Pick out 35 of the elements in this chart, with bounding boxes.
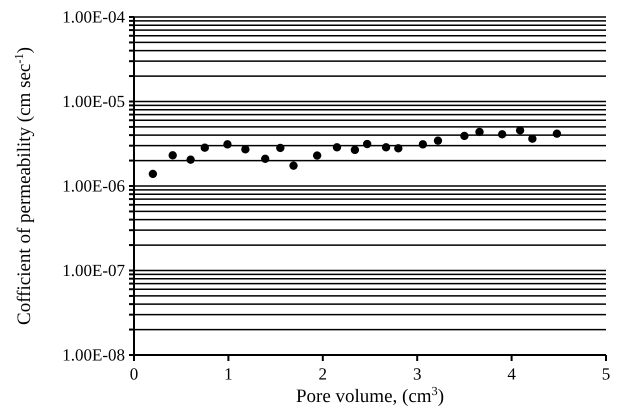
x-tick-label: 1 (224, 364, 233, 384)
point (223, 140, 232, 149)
point (168, 151, 177, 160)
x-tick-label: 4 (507, 364, 516, 384)
point (186, 155, 195, 164)
x-tick-label: 3 (412, 364, 422, 384)
y-tick-label: 1.00E-07 (62, 260, 126, 280)
point (516, 126, 524, 134)
x-tick-label: 2 (318, 364, 328, 384)
y-tick-label: 1.00E-04 (62, 7, 126, 26)
point (382, 143, 390, 152)
point (552, 130, 562, 138)
point (332, 143, 342, 152)
x-tick-label: 0 (130, 364, 138, 384)
point (434, 136, 442, 145)
x-tick-label: 5 (602, 364, 610, 384)
point (200, 144, 209, 152)
y-tick-label: 1.00E-06 (62, 176, 125, 196)
x-axis-title: Pore volume, (cm$^{3}$) (296, 384, 444, 407)
point (475, 128, 484, 136)
y-tick-label: 1.00E-08 (62, 345, 125, 364)
point (362, 140, 372, 148)
point (241, 145, 250, 154)
point (289, 162, 298, 170)
point (276, 144, 285, 152)
point (418, 140, 428, 149)
point (350, 146, 360, 154)
point (312, 151, 322, 160)
y-tick-label: 1.00E-05 (62, 92, 125, 111)
point (261, 154, 270, 163)
point (460, 132, 469, 140)
point (528, 134, 537, 143)
point (498, 130, 506, 138)
point (148, 170, 158, 178)
point (394, 144, 403, 153)
